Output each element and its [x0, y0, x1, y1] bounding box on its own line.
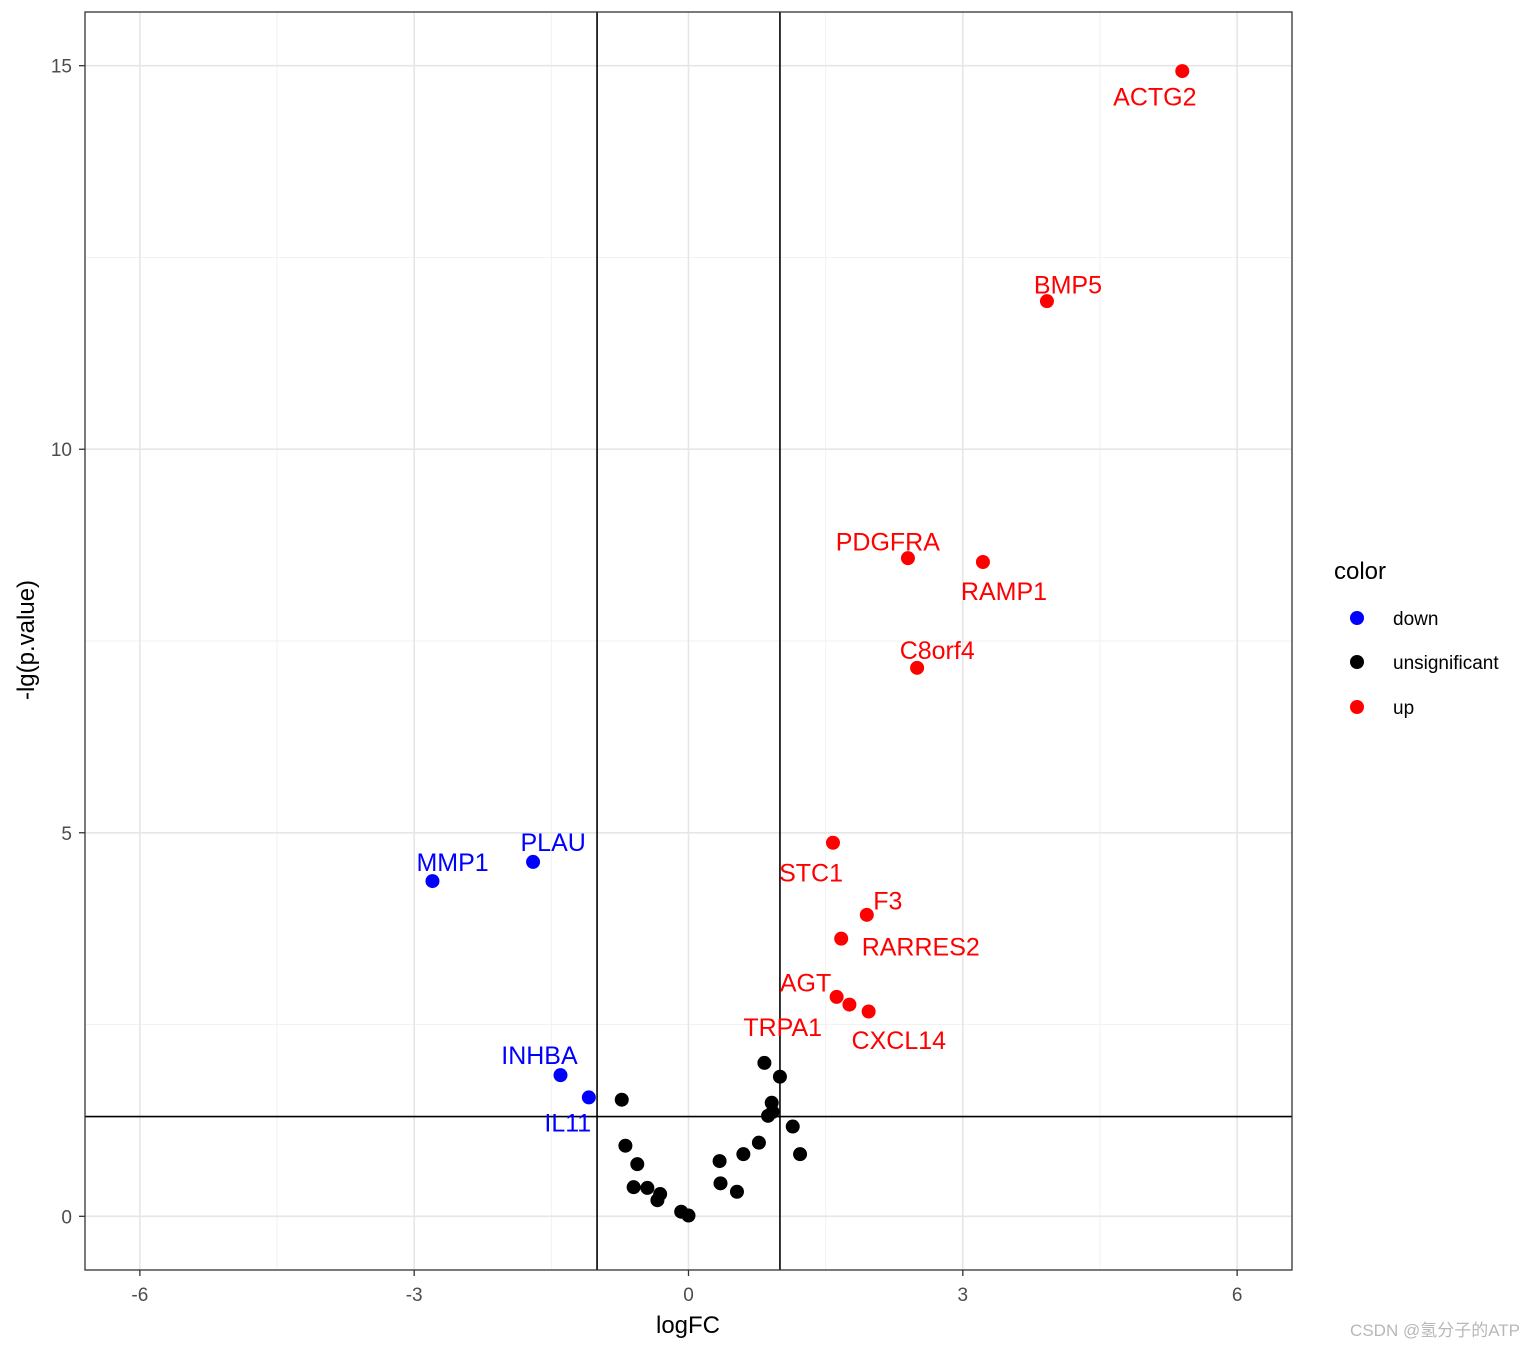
data-point-down: [581, 1090, 596, 1105]
data-point-down: [425, 874, 440, 889]
data-point-unsignificant: [761, 1108, 776, 1123]
data-points: [425, 64, 1190, 1223]
data-point-unsignificant: [713, 1176, 728, 1191]
data-point-unsignificant: [614, 1092, 629, 1107]
gene-label: AGT: [780, 969, 831, 997]
data-point-up: [1175, 64, 1190, 79]
legend-item-up: up: [1350, 698, 1414, 719]
data-point-unsignificant: [757, 1055, 772, 1070]
gene-labels: ACTG2 BMP5 PDGFRA RAMP1 C8orf4 STC1 F3 RARRES2 A…: [416, 83, 1196, 1137]
data-point-up: [1039, 294, 1054, 309]
x-axis-title: logFC: [656, 1312, 720, 1339]
x-tick-label: 0: [683, 1285, 694, 1306]
x-tick-label: -3: [406, 1285, 423, 1306]
x-tick-label: -6: [131, 1285, 148, 1306]
data-point-up: [900, 551, 915, 566]
data-point-unsignificant: [630, 1157, 645, 1172]
data-point-unsignificant: [793, 1147, 808, 1162]
gene-label: C8orf4: [900, 637, 975, 665]
data-point-up: [834, 931, 849, 946]
data-point-unsignificant: [751, 1135, 766, 1150]
gene-label: PDGFRA: [836, 528, 941, 556]
data-point-unsignificant: [712, 1154, 727, 1169]
data-point-unsignificant: [650, 1193, 665, 1208]
gene-label: MMP1: [416, 849, 488, 877]
legend-key-unsignificant: [1350, 655, 1364, 669]
data-point-unsignificant: [618, 1138, 633, 1153]
y-tick-label: 5: [61, 824, 72, 845]
watermark: CSDN @氢分子的ATP: [1350, 1321, 1520, 1340]
y-tick-label: 0: [61, 1207, 72, 1228]
legend-item-down: down: [1350, 609, 1438, 630]
y-axis-ticks: 0 5 10 15: [51, 57, 85, 1228]
gene-label: PLAU: [521, 829, 586, 857]
data-point-unsignificant: [736, 1147, 751, 1162]
gene-label: BMP5: [1034, 271, 1102, 299]
data-point-up: [975, 554, 990, 569]
gene-label: STC1: [779, 860, 843, 888]
data-point-unsignificant: [772, 1069, 787, 1084]
x-axis-ticks: -6 -3 0 3 6: [131, 1270, 1242, 1306]
gene-label: RARRES2: [862, 933, 980, 961]
data-point-unsignificant: [681, 1208, 696, 1223]
legend-key-up: [1350, 700, 1364, 714]
legend-label: unsignificant: [1393, 653, 1499, 674]
x-tick-label: 6: [1232, 1285, 1243, 1306]
legend-label: down: [1393, 609, 1438, 630]
gene-label: TRPA1: [743, 1014, 822, 1042]
gene-label: ACTG2: [1113, 83, 1196, 111]
gene-label: F3: [873, 887, 902, 915]
legend: color down unsignificant up: [1334, 558, 1499, 719]
data-point-unsignificant: [640, 1180, 655, 1195]
data-point-unsignificant: [785, 1119, 800, 1134]
data-point-up: [825, 835, 840, 850]
gene-label: CXCL14: [852, 1027, 947, 1055]
data-point-unsignificant: [626, 1180, 641, 1195]
y-tick-label: 10: [51, 440, 72, 461]
data-point-unsignificant: [729, 1184, 744, 1199]
x-tick-label: 3: [958, 1285, 969, 1306]
y-axis-title: -lg(p.value): [13, 580, 40, 700]
legend-title: color: [1334, 558, 1386, 585]
legend-label: up: [1393, 698, 1414, 719]
data-point-up: [859, 907, 874, 922]
data-point-down: [553, 1068, 568, 1083]
gene-label: RAMP1: [961, 578, 1047, 606]
data-point-up: [910, 660, 925, 675]
threshold-lines: [85, 12, 1292, 1270]
y-tick-label: 15: [51, 57, 72, 78]
gene-label: IL11: [544, 1110, 591, 1138]
data-point-down: [526, 854, 541, 869]
data-point-up: [861, 1004, 876, 1019]
data-point-up: [829, 989, 844, 1004]
legend-key-down: [1350, 611, 1364, 625]
gene-label: INHBA: [501, 1042, 578, 1070]
data-point-up: [842, 997, 857, 1012]
legend-item-unsignificant: unsignificant: [1350, 653, 1499, 674]
